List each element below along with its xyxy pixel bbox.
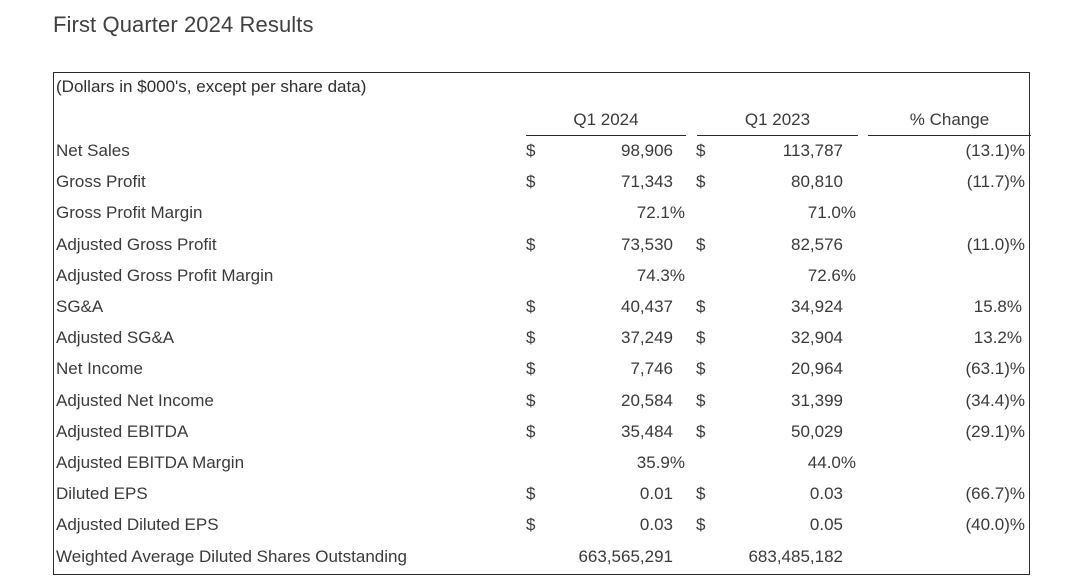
currency-symbol-2024: $ — [526, 141, 536, 160]
currency-symbol-2023: $ — [696, 421, 706, 441]
value-q1-2024: 0.03 — [639, 515, 673, 535]
value-q1-2023: 0.03 — [809, 484, 843, 504]
column-header-q1-2023: Q1 2023 — [697, 110, 858, 136]
row-label: Diluted EPS — [56, 484, 148, 504]
value-q1-2023: 31,399 — [791, 390, 843, 410]
value-q1-2023: 0.05 — [809, 515, 843, 535]
row-label: Weighted Average Diluted Shares Outstand… — [56, 546, 407, 566]
row-label: Gross Profit — [56, 172, 146, 192]
currency-symbol-2023: $ — [696, 484, 706, 504]
row-label: Adjusted Diluted EPS — [56, 515, 219, 535]
row-label: Adjusted EBITDA — [56, 421, 189, 441]
row-label: Adjusted Gross Profit — [56, 234, 217, 254]
row-label: Adjusted EBITDA Margin — [56, 453, 245, 472]
currency-symbol-2023: $ — [696, 390, 706, 410]
currency-symbol-2023: $ — [696, 515, 706, 535]
page-title: First Quarter 2024 Results — [53, 12, 314, 37]
percent-change: (34.4)% — [965, 390, 1025, 410]
table-row: Gross Profit $71,343 $80,810 (11.7)% — [54, 167, 1029, 198]
margin-q1-2023: 72.6% — [807, 265, 856, 285]
percent-change: 15.8% — [973, 297, 1022, 316]
currency-symbol-2024: $ — [526, 328, 536, 348]
value-q1-2023: 50,029 — [791, 421, 843, 441]
value-q1-2023: 32,904 — [791, 328, 843, 348]
table-row: SG&A $40,437 $34,924 15.8% — [54, 292, 1029, 323]
currency-symbol-2024: $ — [526, 484, 536, 504]
currency-symbol-2023: $ — [696, 297, 706, 316]
table-caption: (Dollars in $000's, except per share dat… — [56, 77, 367, 96]
row-label: SG&A — [56, 297, 104, 316]
value-q1-2023: 683,485,182 — [748, 546, 843, 566]
value-q1-2024: 35,484 — [621, 421, 673, 441]
row-label: Adjusted SG&A — [56, 328, 175, 348]
margin-q1-2023: 44.0% — [807, 453, 856, 472]
row-label: Adjusted Net Income — [56, 390, 214, 410]
value-q1-2024: 40,437 — [621, 297, 673, 316]
currency-symbol-2023: $ — [696, 359, 706, 379]
value-q1-2024: 20,584 — [621, 390, 673, 410]
table-row: Adjusted SG&A $37,249 $32,904 13.2% — [54, 323, 1029, 354]
margin-q1-2024: 72.1% — [636, 203, 685, 223]
currency-symbol-2023: $ — [696, 328, 706, 348]
value-q1-2023: 113,787 — [782, 141, 843, 160]
margin-q1-2024: 35.9% — [636, 453, 685, 472]
percent-change: (63.1)% — [965, 359, 1025, 379]
value-q1-2024: 98,906 — [621, 141, 673, 160]
table-row: Adjusted EBITDA $35,484 $50,029 (29.1)% — [54, 417, 1029, 448]
row-label: Net Income — [56, 359, 143, 379]
percent-change: (66.7)% — [965, 484, 1025, 504]
value-q1-2023: 34,924 — [791, 297, 843, 316]
value-q1-2024: 7,746 — [630, 359, 673, 379]
currency-symbol-2024: $ — [526, 515, 536, 535]
percent-change: (13.1)% — [965, 141, 1025, 160]
value-q1-2023: 80,810 — [791, 172, 843, 192]
value-q1-2024: 37,249 — [621, 328, 673, 348]
row-label: Adjusted Gross Profit Margin — [56, 265, 274, 285]
value-q1-2024: 0.01 — [639, 484, 673, 504]
value-q1-2023: 20,964 — [791, 359, 843, 379]
column-header-q1-2024: Q1 2024 — [526, 110, 686, 136]
currency-symbol-2024: $ — [526, 297, 536, 316]
row-label: Net Sales — [56, 141, 130, 160]
margin-q1-2023: 71.0% — [807, 203, 856, 223]
table-row: Adjusted Diluted EPS $0.03 $0.05 (40.0)% — [54, 510, 1029, 541]
currency-symbol-2023: $ — [696, 141, 706, 160]
percent-change: (11.0)% — [966, 234, 1025, 254]
currency-symbol-2024: $ — [526, 172, 536, 192]
margin-q1-2024: 74.3% — [636, 265, 685, 285]
value-q1-2024: 71,343 — [621, 172, 673, 192]
currency-symbol-2023: $ — [696, 172, 706, 192]
table-row: Weighted Average Diluted Shares Outstand… — [54, 542, 1029, 573]
table-row: Diluted EPS $0.01 $0.03 (66.7)% — [54, 479, 1029, 510]
table-row: Net Income $7,746 $20,964 (63.1)% — [54, 354, 1029, 385]
currency-symbol-2023: $ — [696, 234, 706, 254]
table-row: Adjusted Net Income $20,584 $31,399 (34.4)% — [54, 386, 1029, 417]
column-header-change: % Change — [868, 110, 1031, 136]
table-row: Net Sales $98,906 $113,787 (13.1)% — [54, 136, 1029, 167]
value-q1-2023: 82,576 — [791, 234, 843, 254]
table-row: Adjusted EBITDA Margin 35.9% 44.0% — [54, 448, 1029, 479]
percent-change: 13.2% — [973, 328, 1022, 348]
percent-change: (40.0)% — [965, 515, 1025, 535]
row-label: Gross Profit Margin — [56, 203, 203, 223]
table-row: Gross Profit Margin 72.1% 71.0% — [54, 198, 1029, 229]
results-table: (Dollars in $000's, except per share dat… — [53, 72, 1031, 575]
table-row: Adjusted Gross Profit $73,530 $82,576 (11.0… — [54, 230, 1029, 261]
value-q1-2024: 663,565,291 — [578, 546, 673, 566]
currency-symbol-2024: $ — [526, 421, 536, 441]
value-q1-2024: 73,530 — [621, 234, 673, 254]
table-row: Adjusted Gross Profit Margin 74.3% 72.6% — [54, 261, 1029, 292]
currency-symbol-2024: $ — [526, 234, 536, 254]
currency-symbol-2024: $ — [526, 359, 536, 379]
percent-change: (29.1)% — [965, 421, 1025, 441]
currency-symbol-2024: $ — [526, 390, 536, 410]
percent-change: (11.7)% — [966, 172, 1025, 192]
